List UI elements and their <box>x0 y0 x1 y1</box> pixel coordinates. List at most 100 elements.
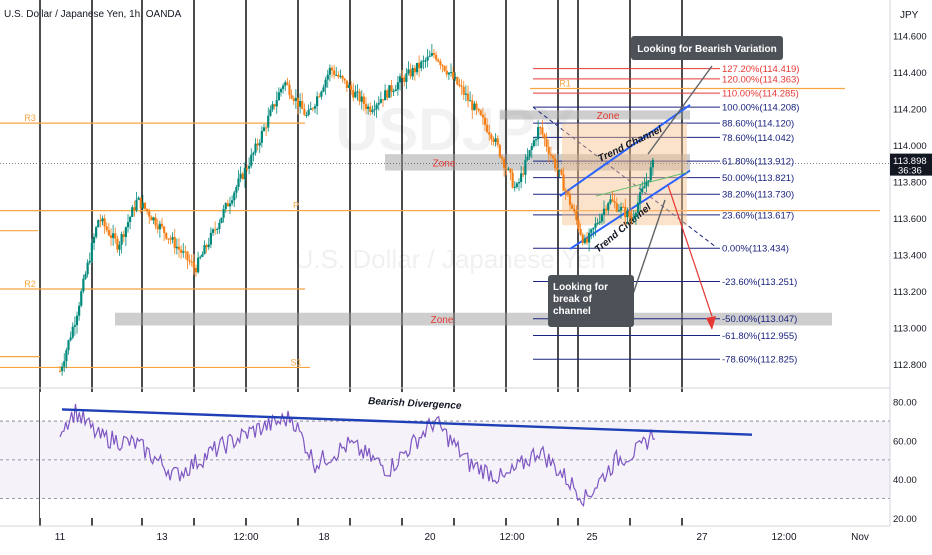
candle-body <box>343 78 346 81</box>
candle-body <box>401 76 404 78</box>
zone-label: Zone <box>597 111 620 122</box>
candle-body <box>456 76 459 85</box>
candle-body <box>590 229 593 233</box>
candle-body <box>188 260 191 262</box>
candle-body <box>445 70 448 75</box>
candle-body <box>318 96 321 98</box>
candle-body <box>611 199 614 202</box>
candle-body <box>409 69 412 77</box>
candle-body <box>330 67 334 71</box>
candle-body <box>296 97 300 107</box>
candle-body <box>396 82 399 90</box>
divergence-label: Bearish Divergence <box>368 396 462 412</box>
candle-body <box>254 143 257 153</box>
candle-body <box>607 203 610 211</box>
candle-body <box>602 208 606 215</box>
zone-rect <box>115 312 832 326</box>
candle-body <box>634 212 637 218</box>
candle-body <box>598 221 601 223</box>
time-tick-label: 12:00 <box>499 532 524 543</box>
target-arrow-head <box>706 316 716 330</box>
candle-body <box>186 251 189 261</box>
candle-body <box>596 222 599 224</box>
candle-body <box>105 226 108 230</box>
zone-label: Zone <box>431 315 454 326</box>
candle-body <box>420 61 423 69</box>
candle-body <box>137 197 140 200</box>
candle-body <box>171 237 174 240</box>
candle-body <box>112 233 115 238</box>
candle-body <box>84 274 87 279</box>
candle-body <box>75 315 79 326</box>
candle-body <box>418 62 421 69</box>
candle-body <box>394 89 397 92</box>
candle-body <box>632 217 635 219</box>
candle-body <box>235 186 238 193</box>
fib-level-label: 38.20%(113.730) <box>722 190 794 201</box>
zone-rect <box>500 110 690 120</box>
price-axis-bg <box>890 0 932 550</box>
candle-body <box>498 144 501 157</box>
fib-level-label: 61.80%(113.912) <box>722 157 794 168</box>
pivot-label: R3 <box>24 113 36 123</box>
fib-level-label: -61.80%(112.955) <box>722 331 797 342</box>
callout-text: break of <box>553 294 593 305</box>
candle-body <box>464 93 467 95</box>
candle-body <box>367 106 370 109</box>
candle-body <box>150 216 153 221</box>
candle-body <box>209 232 212 245</box>
fib-level-label: -23.60%(113.251) <box>722 277 797 288</box>
candle-body <box>120 234 123 245</box>
candle-body <box>371 110 374 113</box>
rsi-tick-label: 40.00 <box>893 475 917 486</box>
candle-body <box>154 217 157 226</box>
chart-title: U.S. Dollar / Japanese Yen, 1h, OANDA <box>4 9 182 20</box>
candle-body <box>437 59 440 62</box>
candle-body <box>643 186 646 189</box>
candle-body <box>107 229 110 236</box>
candle-body <box>362 96 365 105</box>
candle-body <box>337 74 340 77</box>
candle-body <box>63 361 66 367</box>
candle-body <box>415 62 419 73</box>
candle-body <box>163 226 166 233</box>
fib-level-label: 23.60%(113.617) <box>722 210 794 221</box>
candle-body <box>381 99 385 101</box>
candle-body <box>509 168 512 173</box>
candle-body <box>139 197 142 209</box>
candle-body <box>262 127 266 131</box>
candle-body <box>600 214 603 222</box>
candle-body <box>199 256 202 258</box>
callout-text: channel <box>553 306 591 317</box>
candle-body <box>165 232 168 239</box>
candle-body <box>364 104 368 109</box>
candle-body <box>194 267 198 273</box>
candle-body <box>511 172 514 188</box>
candle-body <box>537 127 540 140</box>
candle-body <box>222 209 225 218</box>
candle-body <box>513 186 516 188</box>
candle-body <box>114 233 117 239</box>
candle-body <box>339 75 342 77</box>
candle-body <box>507 168 510 170</box>
candle-body <box>571 205 574 209</box>
candle-body <box>624 206 627 218</box>
candle-body <box>126 222 130 228</box>
callout-box <box>548 275 634 327</box>
candle-body <box>469 100 472 102</box>
rsi-tick-label: 60.00 <box>893 436 917 447</box>
candle-body <box>214 229 217 231</box>
candle-body <box>503 158 506 169</box>
candle-body <box>564 190 567 192</box>
candle-body <box>630 216 633 219</box>
candle-body <box>67 340 70 351</box>
candle-body <box>224 203 227 210</box>
candle-body <box>639 192 642 203</box>
candle-body <box>505 168 508 170</box>
candle-body <box>290 95 293 99</box>
candle-body <box>543 134 546 139</box>
candle-body <box>307 109 310 116</box>
candle-body <box>303 109 306 116</box>
candle-body <box>167 238 170 240</box>
